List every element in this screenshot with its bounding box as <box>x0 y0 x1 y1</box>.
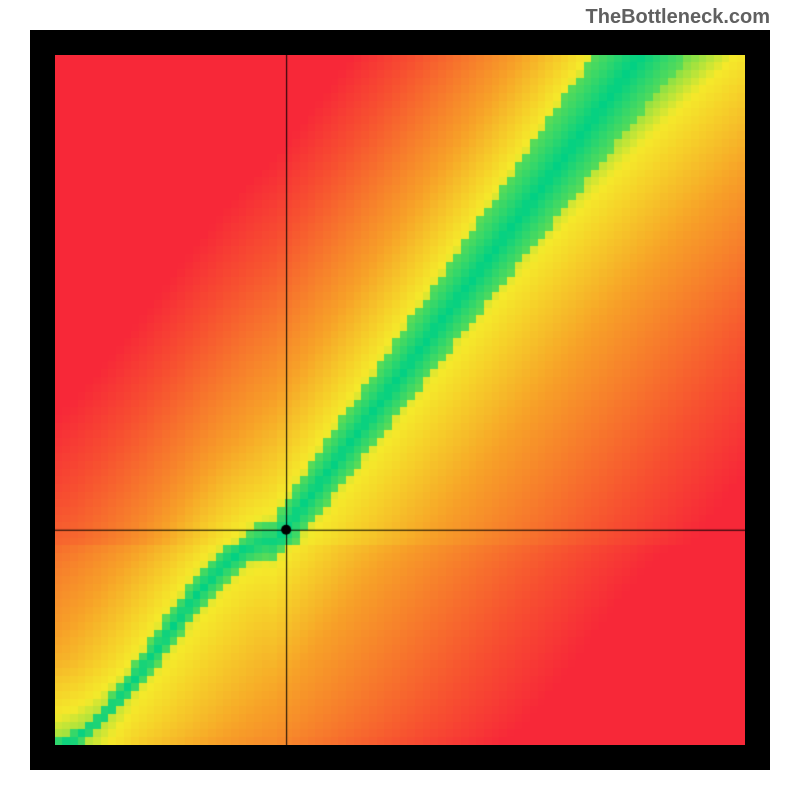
chart-container: TheBottleneck.com <box>0 0 800 800</box>
heatmap-canvas <box>55 55 745 745</box>
attribution-text: TheBottleneck.com <box>586 6 770 29</box>
plot-area <box>55 55 745 745</box>
chart-frame <box>30 30 770 770</box>
